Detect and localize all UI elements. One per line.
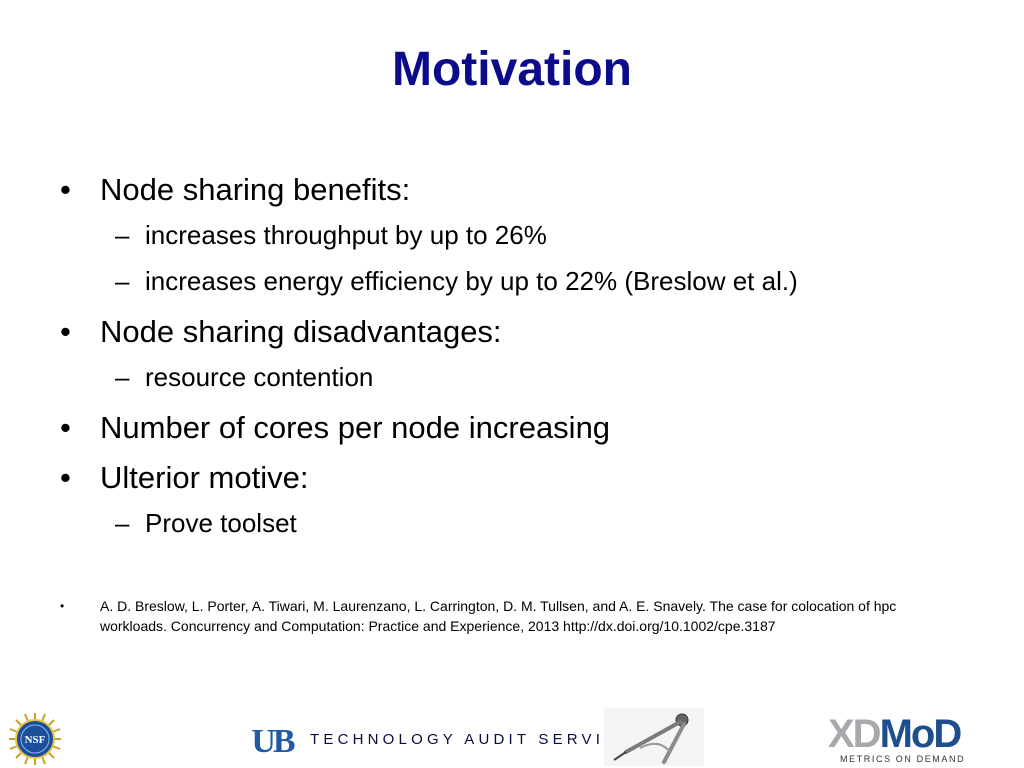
- sub-bullet-marker: –: [115, 266, 130, 296]
- sub-bullet-text: increases throughput by up to 26%: [145, 220, 547, 250]
- nsf-logo-text: NSF: [25, 734, 46, 746]
- bullet-text: Ulterior motive:: [100, 460, 309, 495]
- xdmod-tagline: METRICS ON DEMAND: [840, 754, 966, 764]
- ub-logo-text: UB: [251, 724, 295, 756]
- bullet-marker: •: [60, 460, 71, 495]
- bullet-text: Node sharing benefits:: [100, 172, 411, 207]
- bullet-item: • Number of cores per node increasing: [60, 406, 960, 450]
- bullet-marker: •: [60, 410, 71, 445]
- bullet-item: • Node sharing benefits:: [60, 168, 960, 212]
- sub-bullet-marker: –: [115, 362, 130, 392]
- bullet-list: • Node sharing benefits: – increases thr…: [60, 168, 960, 546]
- reference-list: • A. D. Breslow, L. Porter, A. Tiwari, M…: [60, 596, 960, 636]
- sub-bullet-item: – increases energy efficiency by up to 2…: [60, 258, 960, 304]
- slide-title: Motivation: [392, 43, 632, 96]
- bullet-marker: •: [60, 172, 71, 207]
- sub-bullet-item: – Prove toolset: [60, 500, 960, 546]
- reference-item: • A. D. Breslow, L. Porter, A. Tiwari, M…: [60, 596, 960, 636]
- footer-label: TECHNOLOGY AUDIT SERVICE: [310, 731, 634, 748]
- sub-bullet-marker: –: [115, 508, 130, 538]
- xdmod-xd-text: XD: [828, 712, 882, 756]
- bullet-text: Number of cores per node increasing: [100, 410, 611, 445]
- reference-text: A. D. Breslow, L. Porter, A. Tiwari, M. …: [100, 598, 897, 634]
- nsf-logo: NSF: [9, 713, 61, 765]
- ub-logo: UB: [251, 724, 298, 756]
- xdmod-wordmark: XDMoD: [828, 712, 963, 756]
- bullet-text: Node sharing disadvantages:: [100, 314, 502, 349]
- compass-image: [604, 708, 704, 766]
- sub-bullet-item: – increases throughput by up to 26%: [60, 212, 960, 258]
- sub-bullet-item: – resource contention: [60, 354, 960, 400]
- sub-bullet-text: resource contention: [145, 362, 374, 392]
- sub-bullet-text: Prove toolset: [145, 508, 297, 538]
- bullet-item: • Node sharing disadvantages:: [60, 310, 960, 354]
- sub-bullet-text: increases energy efficiency by up to 22%…: [145, 266, 798, 296]
- bullet-item: • Ulterior motive:: [60, 456, 960, 500]
- xdmod-logo: XDMoD METRICS ON DEMAND: [828, 712, 1008, 766]
- sub-bullet-marker: –: [115, 220, 130, 250]
- bullet-marker: •: [60, 314, 71, 349]
- xdmod-mod-text: MoD: [879, 712, 963, 756]
- reference-marker: •: [60, 599, 65, 613]
- footer: NSF UB TECHNOLOGY AUDIT SERVICE XDMoD ME…: [0, 700, 1024, 768]
